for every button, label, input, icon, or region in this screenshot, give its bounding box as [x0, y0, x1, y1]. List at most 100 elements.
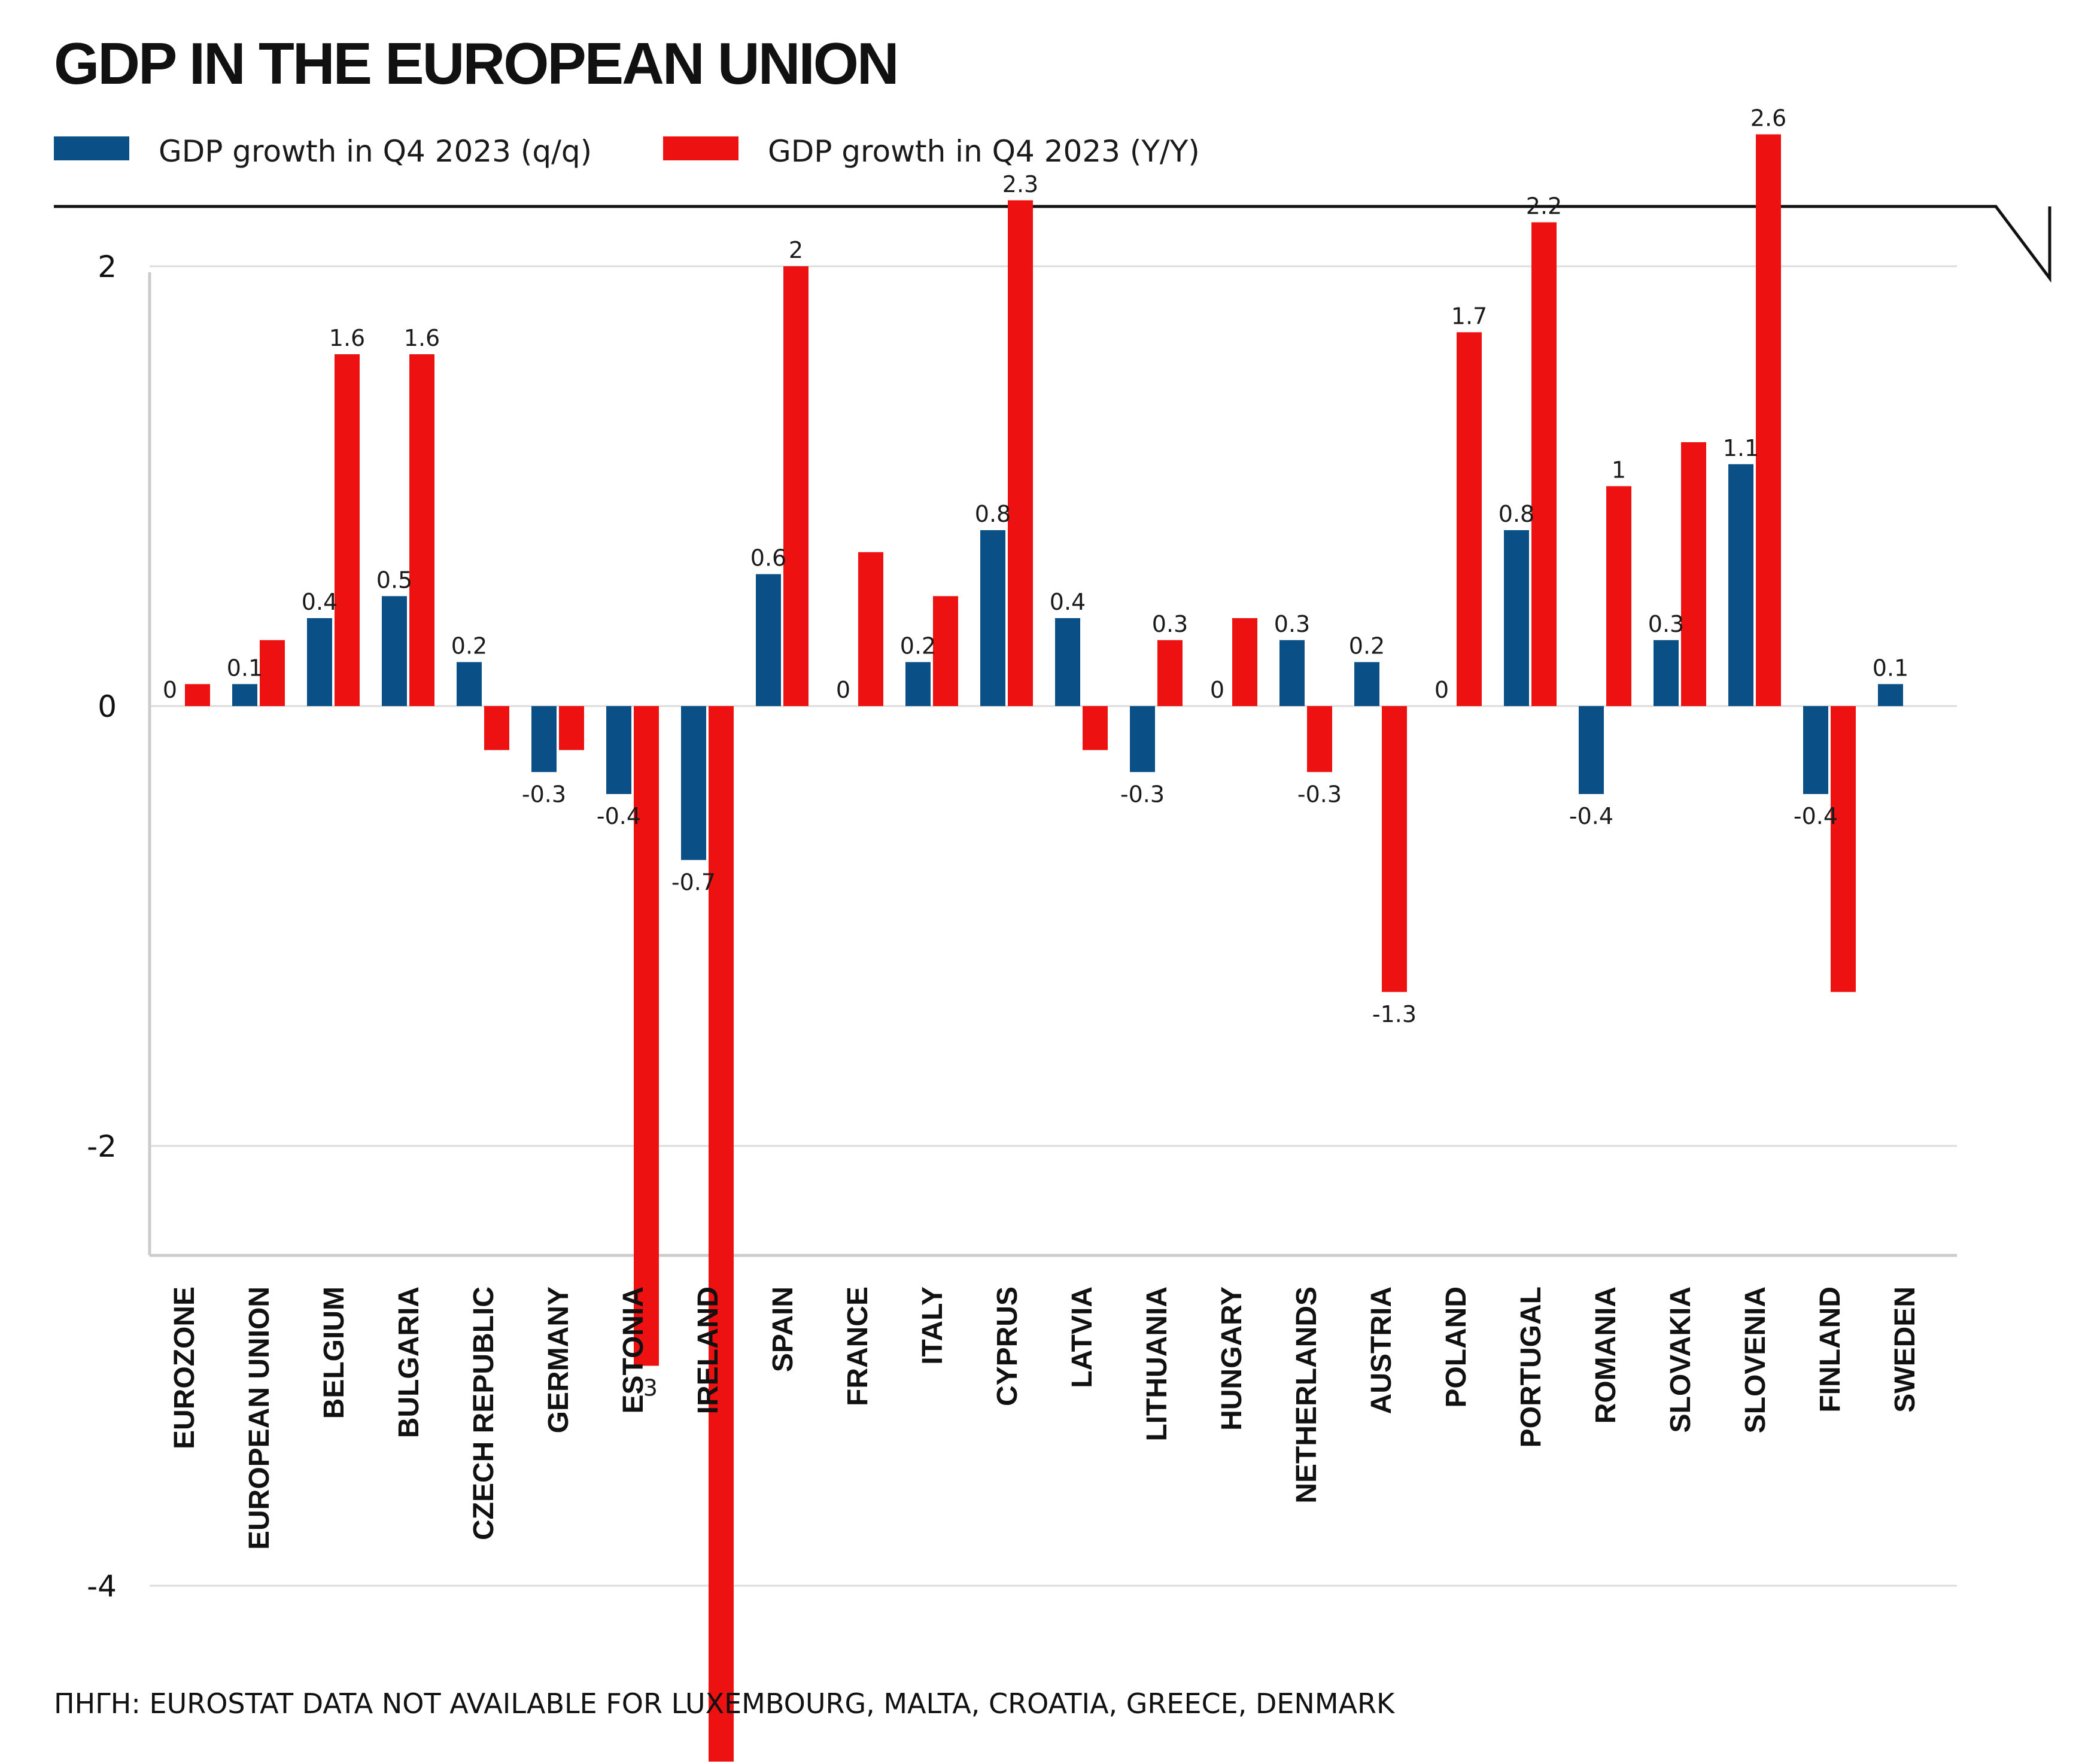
data-label-qq: -0.3	[1120, 781, 1165, 807]
data-label-yy: -1.3	[1372, 1001, 1417, 1027]
bar-yy-ireland	[709, 706, 734, 1762]
category-label: BELGIUM	[318, 1286, 350, 1419]
bar-qq-slovakia	[1654, 640, 1679, 706]
category-label: PORTUGAL	[1515, 1286, 1547, 1447]
bar-qq-cyprus	[980, 530, 1005, 706]
bar-yy-eurozone	[185, 684, 210, 706]
source-note: ΠΗΓΗ: EUROSTAT DATA NOT AVAILABLE FOR LU…	[54, 1687, 1396, 1720]
bar-qq-sweden	[1878, 684, 1903, 706]
data-label-yy: 1.7	[1451, 303, 1487, 329]
data-label-qq: 0.8	[975, 501, 1011, 527]
y-tick-label: -4	[87, 1569, 117, 1604]
bar-yy-netherlands	[1307, 706, 1332, 772]
data-label-yy: 1.6	[404, 325, 440, 351]
data-label-qq: 0.6	[750, 545, 786, 571]
bar-yy-slovenia	[1756, 134, 1781, 706]
data-label-yy: 1	[1612, 457, 1626, 483]
category-label: CYPRUS	[992, 1286, 1023, 1406]
legend-label-qq: GDP growth in Q4 2023 (q/q)	[159, 134, 592, 169]
category-label: GERMANY	[543, 1286, 575, 1433]
data-label-qq: 0.1	[227, 655, 263, 681]
category-label: CZECH REPUBLIC	[468, 1286, 500, 1540]
bar-yy-austria	[1382, 706, 1407, 992]
data-label-qq: 0.5	[376, 567, 412, 593]
bar-qq-lithuania	[1130, 706, 1155, 772]
bar-qq-estonia	[606, 706, 631, 794]
bar-qq-romania	[1579, 706, 1604, 794]
bar-yy-latvia	[1083, 706, 1108, 750]
bar-yy-italy	[933, 596, 958, 706]
category-label: ROMANIA	[1590, 1286, 1622, 1424]
bar-yy-france	[858, 552, 883, 706]
data-label-yy: 0.3	[1152, 611, 1188, 637]
bar-yy-finland	[1831, 706, 1856, 992]
data-label-yy: 2.6	[1750, 105, 1786, 132]
bar-qq-netherlands	[1279, 640, 1305, 706]
category-label: FINLAND	[1815, 1286, 1846, 1413]
bar-yy-germany	[559, 706, 584, 750]
data-label-qq: 0	[163, 677, 177, 703]
legend-swatch-qq	[54, 136, 129, 160]
data-label-qq: -0.4	[597, 803, 641, 829]
bar-qq-latvia	[1055, 618, 1080, 706]
data-label-qq: -0.3	[522, 781, 566, 807]
bar-qq-ireland	[681, 706, 706, 860]
bar-yy-czech-republic	[484, 706, 509, 750]
bar-qq-slovenia	[1728, 464, 1753, 706]
category-label: SWEDEN	[1889, 1286, 1921, 1413]
bar-yy-portugal	[1531, 222, 1557, 706]
bar-qq-czech-republic	[457, 662, 482, 706]
bar-qq-austria	[1354, 662, 1379, 706]
bar-qq-bulgaria	[382, 596, 407, 706]
data-label-qq: 0.2	[900, 633, 936, 659]
legend-label-yy: GDP growth in Q4 2023 (Y/Y)	[768, 134, 1200, 169]
bar-qq-european-union	[232, 684, 257, 706]
data-label-qq: -0.4	[1794, 803, 1838, 829]
bar-yy-estonia	[634, 706, 659, 1366]
category-label: LITHUANIA	[1141, 1286, 1173, 1441]
data-label-qq: 0.3	[1648, 611, 1684, 637]
category-label: LATVIA	[1066, 1286, 1098, 1388]
bar-qq-italy	[905, 662, 931, 706]
bar-qq-finland	[1803, 706, 1828, 794]
y-tick-label: 2	[98, 250, 117, 284]
data-label-yy: -3	[635, 1375, 658, 1401]
bar-yy-european-union	[260, 640, 285, 706]
data-label-qq: 0.3	[1274, 611, 1310, 637]
category-label: BULGARIA	[393, 1286, 425, 1438]
category-label: SLOVAKIA	[1665, 1286, 1697, 1433]
data-label-qq: 0.4	[1050, 589, 1086, 615]
bar-yy-bulgaria	[409, 354, 434, 706]
bar-yy-hungary	[1232, 618, 1257, 706]
category-label: ESTONIA	[618, 1286, 649, 1413]
category-label: HUNGARY	[1216, 1286, 1248, 1431]
category-label: EUROPEAN UNION	[244, 1286, 275, 1550]
category-label: SLOVENIA	[1740, 1286, 1771, 1433]
data-label-yy: 2.2	[1526, 193, 1562, 220]
category-labels: EUROZONE EUROPEAN UNION BELGIUM BULGARIA CZE…	[169, 1286, 1921, 1550]
data-label-qq: -0.4	[1569, 803, 1613, 829]
legend-swatch-yy	[663, 136, 738, 160]
data-label-qq: 0	[836, 677, 850, 703]
chart-title: GDP IN THE EUROPEAN UNION	[54, 31, 898, 96]
data-label-qq: 1.1	[1723, 435, 1759, 461]
axes	[148, 272, 1957, 1257]
data-label-qq: 0.2	[1349, 633, 1385, 659]
category-label: AUSTRIA	[1366, 1286, 1397, 1414]
data-label-yy: -0.3	[1297, 781, 1342, 807]
data-label-qq: -0.7	[671, 869, 716, 895]
gridlines: 420-2-4	[87, 250, 1957, 1604]
bar-yy-spain	[783, 266, 809, 706]
bar-yy-lithuania	[1157, 640, 1183, 706]
bar-yy-romania	[1606, 486, 1631, 706]
category-label: EUROZONE	[169, 1286, 200, 1449]
data-labels: 00.10.41.60.51.60.2-0.3-0.4-3-0.7-4.80.6…	[163, 105, 1908, 1401]
data-label-yy: 1.6	[329, 325, 365, 351]
y-tick-label: -2	[87, 1129, 117, 1164]
data-label-qq: 0.2	[451, 633, 487, 659]
data-label-qq: 0.1	[1873, 655, 1908, 681]
bar-qq-belgium	[307, 618, 332, 706]
bar-qq-germany	[531, 706, 557, 772]
bar-yy-belgium	[335, 354, 360, 706]
